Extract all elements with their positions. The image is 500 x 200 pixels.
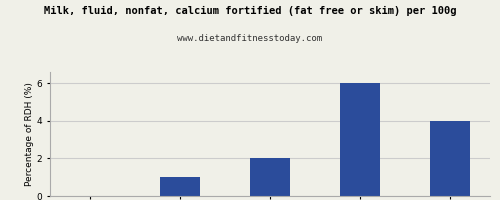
Text: www.dietandfitnesstoday.com: www.dietandfitnesstoday.com	[178, 34, 322, 43]
Bar	[160, 177, 200, 196]
Bar	[340, 83, 380, 196]
Y-axis label: Percentage of RDH (%): Percentage of RDH (%)	[25, 82, 34, 186]
Bar	[430, 121, 470, 196]
Text: Milk, fluid, nonfat, calcium fortified (fat free or skim) per 100g: Milk, fluid, nonfat, calcium fortified (…	[44, 6, 456, 16]
Bar	[250, 158, 290, 196]
